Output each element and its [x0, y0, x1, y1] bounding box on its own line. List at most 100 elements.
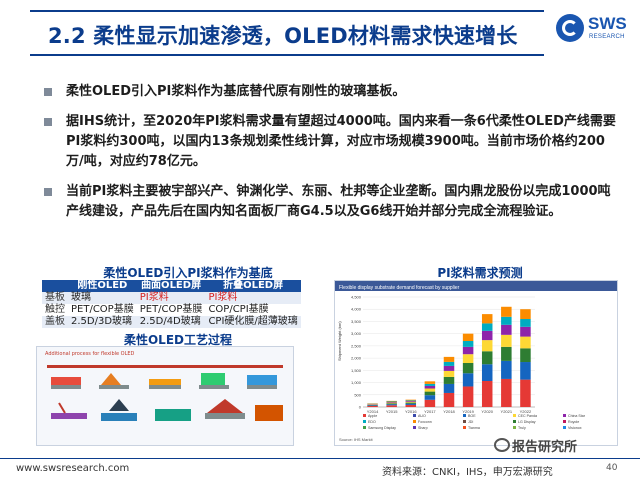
x-tick-label: Y2021	[501, 409, 513, 414]
bar-segment	[520, 336, 531, 349]
legend-label: JDI	[468, 420, 473, 424]
y-tick-label: 4,500	[351, 295, 362, 300]
table-cell: 2.5D/3D玻璃	[68, 316, 137, 328]
footer-divider	[0, 458, 640, 459]
bar-segment	[405, 402, 417, 404]
slide-header: 2.2 柔性显示加速渗透，OLED材料需求快速增长 SWS RESEARCH	[0, 0, 640, 62]
y-tick-label: 3,000	[351, 331, 362, 336]
bar-segment	[481, 380, 493, 407]
sws-logo: SWS RESEARCH	[556, 12, 632, 48]
bar-segment	[424, 391, 436, 396]
bar-segment	[462, 363, 474, 374]
table-cell: PI浆料	[205, 292, 301, 304]
bar-segment	[424, 388, 436, 392]
table-title: 柔性OLED引入PI浆料作为基底	[103, 266, 273, 280]
bar-segment	[481, 323, 493, 331]
bar-segment	[520, 309, 531, 319]
bullet-item: 柔性OLED引入PI浆料作为基底替代原有刚性的玻璃基板。	[44, 82, 616, 102]
table-cell: 2.5D/4D玻璃	[136, 316, 206, 328]
bar-segment	[443, 376, 455, 384]
legend-swatch	[513, 426, 516, 429]
bar-segment	[501, 324, 512, 335]
chart-source: Source: IHS Markit	[339, 437, 373, 442]
y-tick-label: 1,500	[351, 368, 362, 373]
y-tick-label: 0	[359, 405, 362, 410]
bullet-text: 柔性OLED引入PI浆料作为基底替代原有刚性的玻璃基板。	[66, 84, 406, 99]
bar-segment	[462, 386, 474, 407]
process-step-7	[101, 399, 137, 421]
table-row: 盖板 2.5D/3D玻璃 2.5D/4D玻璃 CPI硬化膜/超薄玻璃	[42, 316, 301, 328]
x-tick-label: Y2018	[443, 409, 455, 414]
table-cell: 盖板	[42, 316, 68, 328]
process-step-2	[99, 373, 129, 389]
chart-ylabel: Shipment Weight (ton)	[337, 321, 342, 361]
bar-segment	[462, 333, 474, 341]
table-cell: COP/CPI基膜	[208, 304, 269, 315]
bar-segment	[501, 360, 512, 379]
legend-swatch	[463, 426, 466, 429]
process-title: 柔性OLED工艺过程	[123, 333, 232, 347]
bar-segment	[481, 314, 493, 324]
table-header-cell	[42, 280, 68, 292]
bar-segment	[367, 405, 378, 407]
process-step-6	[51, 402, 87, 419]
bar-segment	[501, 334, 512, 347]
legend-label: Truly	[518, 426, 526, 430]
legend-swatch	[363, 414, 366, 417]
table-cell: 触控	[45, 304, 65, 315]
table-row: 触控 PET/COP基膜 PET/COP基膜 COP/CPI基膜	[42, 304, 301, 316]
logo-swirl-icon	[562, 20, 578, 36]
process-diagram: Additional process for flexible OLED	[36, 346, 294, 446]
bar-segment	[367, 404, 378, 406]
square-bullet-icon	[44, 188, 52, 196]
legend-label: Tianma	[468, 426, 480, 430]
bar-segment	[405, 404, 417, 407]
bar-segment	[386, 404, 397, 406]
legend-label: BOE	[468, 414, 476, 418]
y-tick-label: 3,500	[351, 319, 362, 324]
bar-segment	[443, 370, 455, 377]
process-step-5	[247, 375, 277, 389]
legend-label: Samsung Display	[368, 426, 396, 430]
bar-segment	[386, 405, 397, 407]
bar-segment	[462, 346, 474, 355]
legend-swatch	[563, 414, 566, 417]
bar-segment	[405, 403, 417, 405]
title-bar: 2.2 柔性显示加速渗透，OLED材料需求快速增长	[30, 10, 544, 56]
bar-series	[367, 306, 531, 407]
footer-source: 资料来源：CNKI，IHS，申万宏源研究	[382, 467, 553, 478]
bar-segment	[424, 385, 436, 389]
bar-segment	[443, 365, 455, 371]
square-bullet-icon	[44, 88, 52, 96]
y-tick-label: 2,000	[351, 356, 362, 361]
bar-segment	[386, 403, 397, 405]
bar-segment	[443, 392, 455, 407]
table-header-cell: 曲面OLED屏	[136, 280, 206, 292]
x-tick-label: Y2022	[520, 409, 532, 414]
y-tick-label: 1,000	[351, 380, 362, 385]
bar-segment	[405, 400, 417, 402]
bar-segment	[443, 356, 455, 362]
table-cell: PET/COP基膜	[139, 304, 203, 315]
logo-text: SWS	[588, 14, 627, 33]
page-number: 40	[606, 463, 618, 473]
table-cell: 玻璃	[68, 292, 137, 304]
bar-segment	[462, 373, 474, 387]
bar-segment	[367, 405, 378, 406]
x-tick-label: Y2017	[424, 409, 436, 414]
bullet-item: 当前PI浆料主要被宇部兴产、钟渊化学、东丽、杜邦等企业垄断。国内鼎龙股份以完成1…	[44, 182, 616, 222]
y-tick-label: 500	[354, 392, 361, 397]
bar-segment	[481, 364, 493, 381]
substrate-table: 刚性OLED 曲面OLED屏 折叠OLED屏 基板 玻璃 PI浆料 PI浆料 触…	[42, 280, 301, 328]
legend-label: Foxconn	[418, 420, 432, 424]
bar-segment	[405, 399, 417, 401]
bar-segment	[481, 330, 493, 341]
bar-segment	[386, 401, 397, 403]
chart-panel: Flexible display substrate demand foreca…	[334, 280, 618, 446]
process-step-8	[155, 409, 191, 421]
bar-segment	[462, 354, 474, 363]
legend-label: EDO	[368, 420, 376, 424]
table-header-row: 刚性OLED 曲面OLED屏 折叠OLED屏	[42, 280, 301, 292]
slide-title: 2.2 柔性显示加速渗透，OLED材料需求快速增长	[48, 24, 518, 48]
table-cell: PET/COP基膜	[71, 304, 134, 315]
